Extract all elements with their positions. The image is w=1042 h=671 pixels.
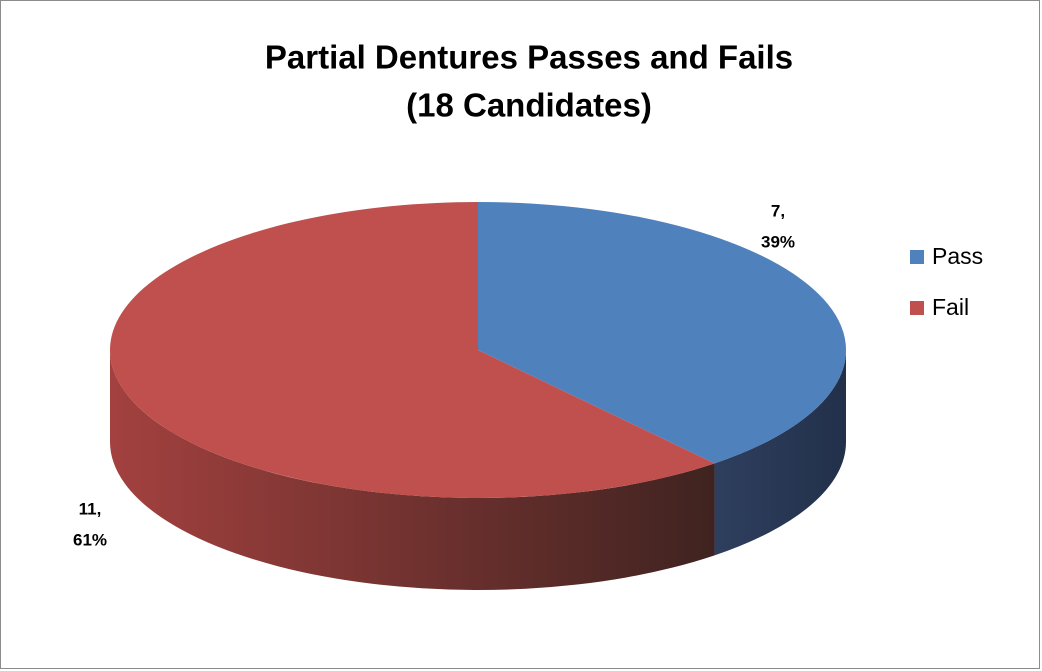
pie-side [714, 350, 846, 556]
data-label: 11, [79, 499, 102, 518]
data-label: 7, [771, 201, 785, 220]
data-label: 39% [761, 232, 795, 251]
pie-slice [478, 202, 847, 464]
data-label: 61% [73, 530, 107, 549]
chart-title: Partial Dentures Passes and Fails [265, 39, 793, 76]
legend-label: Pass [932, 243, 983, 269]
pie-side [110, 350, 715, 590]
legend-label: Fail [932, 294, 969, 320]
chart-subtitle: (18 Candidates) [406, 87, 652, 124]
legend-swatch [910, 301, 924, 315]
pie-slice [110, 202, 715, 498]
legend-swatch [910, 250, 924, 264]
